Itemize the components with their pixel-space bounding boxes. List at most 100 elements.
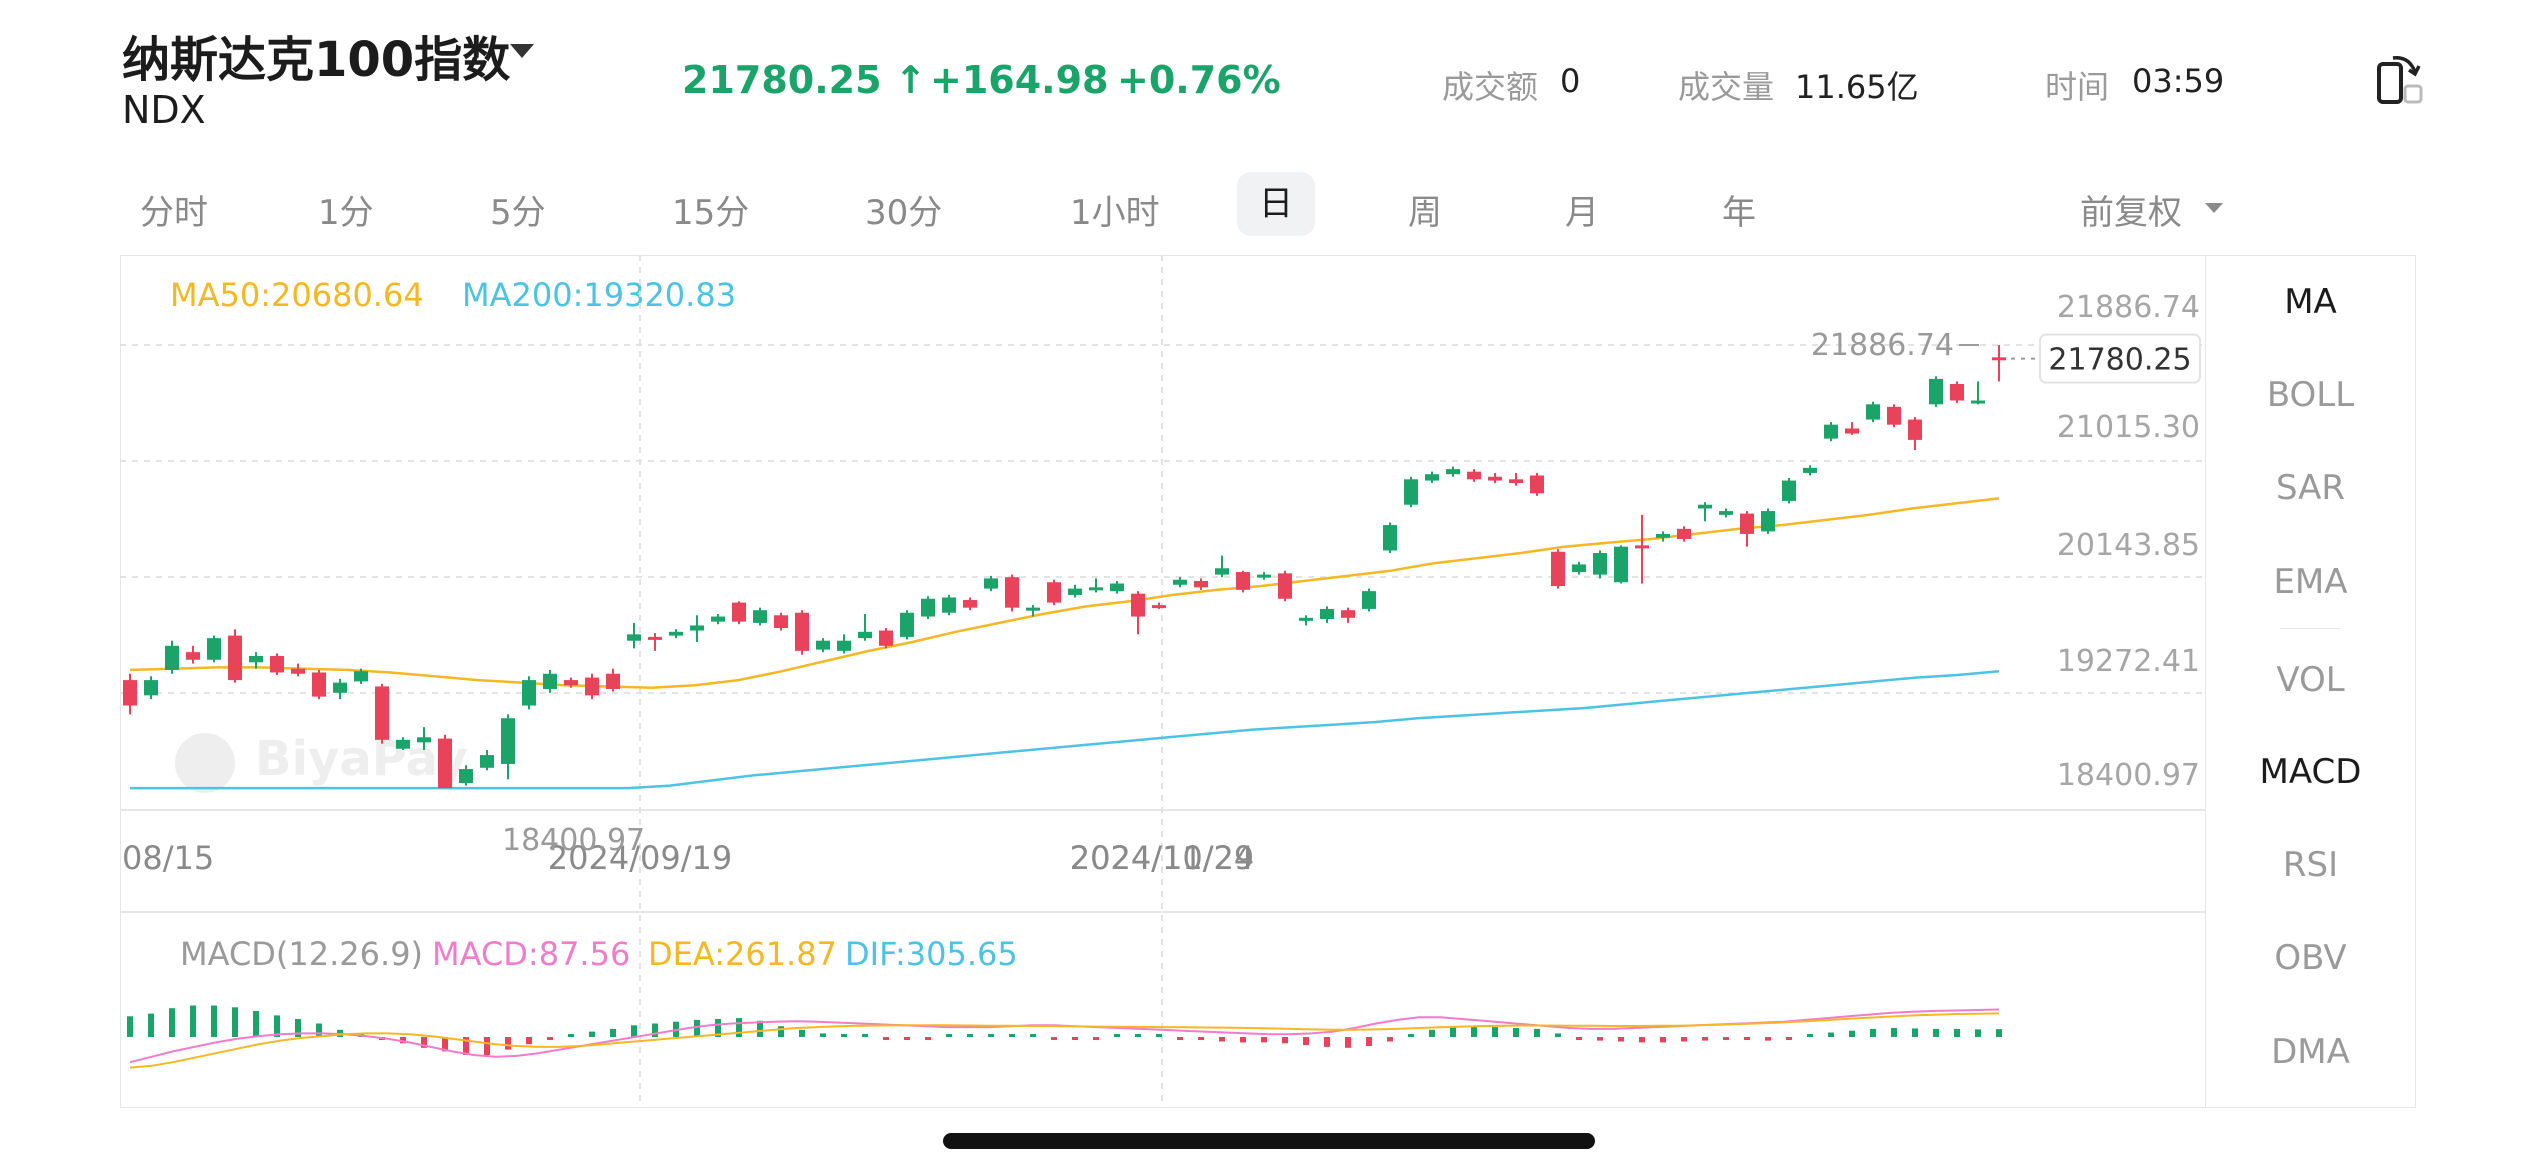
indicator-rsi[interactable]: RSI xyxy=(2282,845,2339,885)
indicator-vol[interactable]: VOL xyxy=(2276,660,2345,700)
candle-body xyxy=(1320,608,1334,620)
chart-area[interactable] xyxy=(120,255,2416,1108)
macd-bar xyxy=(1240,1037,1246,1043)
macd-bar xyxy=(1156,1034,1162,1037)
candle-body xyxy=(1866,404,1880,420)
adjust-dropdown[interactable]: 前复权 xyxy=(2080,193,2182,233)
macd-bar xyxy=(1933,1028,1939,1037)
candle-body xyxy=(1467,471,1481,480)
candle-body xyxy=(1110,583,1124,592)
macd-bar xyxy=(1996,1029,2002,1037)
candle-body xyxy=(1908,419,1922,440)
indicator-dma[interactable]: DMA xyxy=(2271,1032,2350,1072)
candle-body xyxy=(438,738,452,789)
macd-bar xyxy=(1555,1033,1561,1037)
macd-bar xyxy=(1219,1037,1225,1042)
indicator-sar[interactable]: SAR xyxy=(2275,468,2346,508)
macd-bar xyxy=(610,1028,616,1037)
candle-body xyxy=(1572,564,1586,573)
macd-bar xyxy=(1618,1037,1624,1042)
period-tab[interactable]: 分时 xyxy=(140,193,208,233)
last-price-tag xyxy=(2039,333,2201,384)
index-title[interactable]: 纳斯达克100指数 xyxy=(122,32,511,88)
macd-bar xyxy=(1786,1037,1792,1040)
candlestick-chart[interactable]: BiyaPay 21886.74 21015.30 20143.85 19272.41 1… xyxy=(120,255,2205,1108)
y-tick-label: 21015.30 xyxy=(2057,410,2200,445)
macd-bar xyxy=(1639,1037,1645,1043)
candle-body xyxy=(606,673,620,689)
indicator-boll[interactable]: BOLL xyxy=(2266,375,2355,415)
macd-bar xyxy=(232,1007,238,1037)
period-tab[interactable]: 年 xyxy=(1722,193,1756,233)
candle-body xyxy=(1719,511,1733,515)
macd-bar xyxy=(988,1034,994,1037)
candle-body xyxy=(375,686,389,740)
indicator-ema[interactable]: EMA xyxy=(2273,562,2348,602)
period-tab[interactable]: 月 xyxy=(1565,193,1599,233)
candle-body xyxy=(1740,513,1754,534)
caret-down-icon[interactable] xyxy=(510,44,534,58)
period-tab[interactable]: 日 xyxy=(1237,172,1315,236)
period-tab[interactable]: 30分 xyxy=(865,193,943,233)
candle-body xyxy=(963,600,977,608)
macd-bar xyxy=(1282,1037,1288,1044)
candle-body xyxy=(1383,525,1397,551)
candle-body xyxy=(417,737,431,743)
dif-line xyxy=(129,1008,2000,1064)
candle-body xyxy=(1803,467,1817,473)
macd-bar xyxy=(421,1037,427,1048)
candle-body xyxy=(1341,610,1355,618)
period-tab[interactable]: 1分 xyxy=(318,193,374,233)
macd-bar xyxy=(1408,1034,1414,1037)
macd-bar xyxy=(1177,1037,1183,1040)
macd-bar xyxy=(1093,1037,1099,1040)
macd-bar xyxy=(757,1020,763,1037)
home-indicator[interactable] xyxy=(943,1133,1595,1149)
rotate-screen-icon[interactable] xyxy=(2375,50,2425,106)
macd-bar xyxy=(778,1026,784,1037)
candle-body xyxy=(669,631,683,636)
macd-bar xyxy=(547,1037,553,1040)
indicator-obv[interactable]: OBV xyxy=(2274,938,2347,978)
candle-body xyxy=(123,680,137,706)
macd-bar xyxy=(1744,1037,1750,1040)
macd-bar xyxy=(1366,1037,1372,1046)
low-price-label: 18400.97 xyxy=(502,823,645,858)
macd-bar xyxy=(1135,1034,1141,1037)
macd-value: MACD:87.56 xyxy=(432,935,631,973)
macd-bar xyxy=(274,1015,280,1037)
macd-bar xyxy=(1807,1034,1813,1037)
high-price-label: 21886.74 xyxy=(1811,328,1954,363)
macd-bar xyxy=(1471,1026,1477,1037)
macd-bar xyxy=(1891,1028,1897,1037)
macd-bar xyxy=(904,1037,910,1040)
macd-bar xyxy=(442,1037,448,1052)
indicator-ma[interactable]: MA xyxy=(2284,282,2337,322)
macd-bar xyxy=(190,1005,196,1037)
macd-bar xyxy=(1702,1037,1708,1041)
period-tab[interactable]: 15分 xyxy=(672,193,750,233)
macd-bar xyxy=(694,1019,700,1037)
candle-body xyxy=(165,645,179,670)
candle-body xyxy=(1971,400,1985,404)
candle-body xyxy=(270,655,284,673)
candle-body xyxy=(753,610,767,623)
macd-bar xyxy=(505,1037,511,1050)
period-tab[interactable]: 1小时 xyxy=(1070,193,1160,233)
candle-body xyxy=(837,640,851,651)
watermark: BiyaPay xyxy=(255,731,468,787)
macd-bar xyxy=(589,1031,595,1037)
candle-body xyxy=(1131,593,1145,617)
arrow-up-icon: ↑ xyxy=(894,58,927,102)
candle-body xyxy=(354,671,368,682)
ma200-legend: MA200:19320.83 xyxy=(462,276,737,314)
indicator-macd[interactable]: MACD xyxy=(2259,752,2362,792)
macd-bar xyxy=(652,1023,658,1037)
period-tab[interactable]: 周 xyxy=(1408,193,1442,233)
candle-body xyxy=(816,640,830,650)
period-tab[interactable]: 5分 xyxy=(490,193,546,233)
caret-down-icon[interactable] xyxy=(2205,203,2223,213)
candle-body xyxy=(1530,475,1544,494)
candle-body xyxy=(585,677,599,696)
candle-body xyxy=(900,612,914,637)
